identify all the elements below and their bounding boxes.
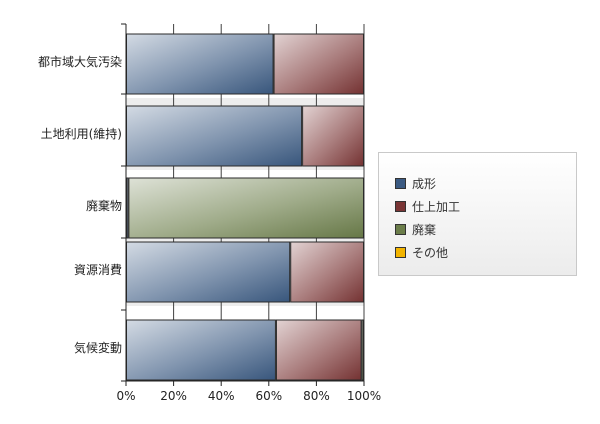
x-tick-label: 0% <box>116 389 135 403</box>
bar-segment <box>290 241 364 303</box>
bar-segment <box>126 241 291 303</box>
bar-segment <box>302 105 364 167</box>
bar-segment <box>275 319 362 381</box>
legend-label-3: その他 <box>412 245 449 260</box>
x-tick-label: 20% <box>160 389 187 403</box>
bar-segment <box>126 33 274 95</box>
legend-swatch-2 <box>395 223 406 235</box>
x-tick-label: 60% <box>255 389 282 403</box>
legend-item-3: その他 <box>395 244 448 260</box>
bar-segment <box>273 33 364 95</box>
category-label: 資源消費 <box>74 262 122 277</box>
category-label: 廃棄物 <box>86 198 122 213</box>
bar-segment <box>128 177 364 239</box>
bar-segment <box>126 319 276 381</box>
bar-segment <box>361 319 364 381</box>
legend-item-1: 仕上加工 <box>395 198 460 214</box>
legend-label-2: 廃棄 <box>412 222 437 237</box>
x-tick-label: 40% <box>208 389 235 403</box>
category-label: 気候変動 <box>74 340 122 355</box>
bar-segment <box>126 177 129 239</box>
legend-swatch-3 <box>395 246 406 258</box>
legend-swatch-1 <box>395 200 406 212</box>
legend-swatch-0 <box>395 177 406 189</box>
legend-label-0: 成形 <box>412 176 437 191</box>
category-label: 土地利用(維持) <box>41 126 122 141</box>
x-tick-label: 100% <box>347 389 381 403</box>
legend-label-1: 仕上加工 <box>412 199 461 214</box>
legend: 成形 仕上加工 廃棄 その他 <box>378 152 577 276</box>
bars <box>126 33 364 381</box>
legend-item-0: 成形 <box>395 175 436 191</box>
x-tick-label: 80% <box>303 389 330 403</box>
category-label: 都市域大気汚染 <box>38 54 122 69</box>
bar-segment <box>126 105 303 167</box>
legend-item-2: 廃棄 <box>395 221 436 237</box>
